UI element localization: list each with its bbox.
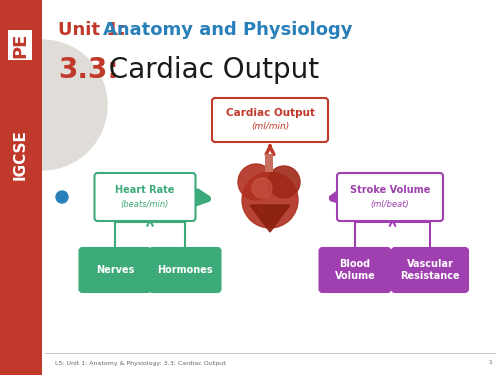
Circle shape [0, 40, 107, 170]
Polygon shape [250, 205, 290, 232]
Text: Cardiac Output: Cardiac Output [100, 56, 319, 84]
Circle shape [252, 178, 272, 198]
Text: Blood
Volume: Blood Volume [334, 259, 376, 281]
Circle shape [268, 166, 300, 198]
Text: 3.3:: 3.3: [58, 56, 118, 84]
Text: (ml/beat): (ml/beat) [370, 200, 410, 208]
Text: Hormones: Hormones [157, 265, 213, 275]
FancyBboxPatch shape [80, 248, 150, 292]
Text: Stroke Volume: Stroke Volume [350, 185, 430, 195]
Text: (ml/min): (ml/min) [251, 123, 289, 132]
Circle shape [238, 164, 274, 200]
FancyBboxPatch shape [392, 248, 468, 292]
Text: L5: Unit 1: Anatomy & Physiology: 3.3: Cardiac Output: L5: Unit 1: Anatomy & Physiology: 3.3: C… [55, 360, 226, 366]
Circle shape [242, 172, 298, 228]
Circle shape [56, 191, 68, 203]
FancyBboxPatch shape [212, 98, 328, 142]
FancyBboxPatch shape [42, 0, 500, 375]
Text: (beats/min): (beats/min) [121, 200, 169, 208]
FancyBboxPatch shape [0, 0, 42, 375]
Text: Unit 1:: Unit 1: [58, 21, 132, 39]
FancyBboxPatch shape [150, 248, 220, 292]
Text: Heart Rate: Heart Rate [116, 185, 174, 195]
FancyBboxPatch shape [337, 173, 443, 221]
FancyBboxPatch shape [94, 173, 196, 221]
FancyBboxPatch shape [265, 154, 273, 172]
Text: Vascular
Resistance: Vascular Resistance [400, 259, 460, 281]
Text: Anatomy and Physiology: Anatomy and Physiology [103, 21, 352, 39]
Text: Cardiac Output: Cardiac Output [226, 108, 314, 118]
Text: PE: PE [11, 32, 29, 58]
Text: IGCSE: IGCSE [12, 130, 28, 180]
FancyBboxPatch shape [320, 248, 390, 292]
Text: 1: 1 [488, 360, 492, 366]
Text: Nerves: Nerves [96, 265, 134, 275]
